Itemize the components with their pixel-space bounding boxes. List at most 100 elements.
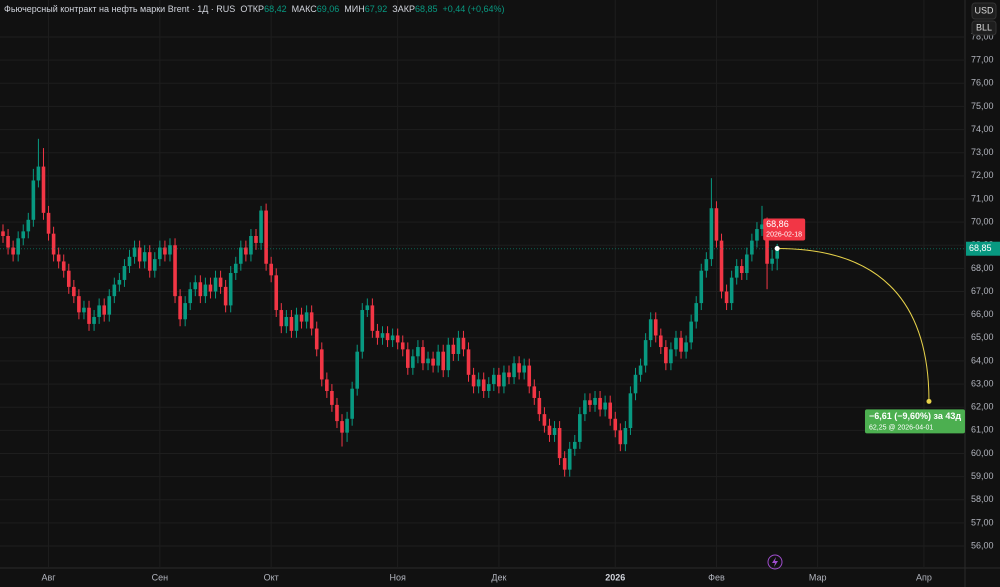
candle-body: [466, 349, 471, 375]
unit-button[interactable]: [971, 20, 997, 36]
y-tick-label: 62,00: [971, 402, 994, 412]
candle-body: [664, 347, 668, 364]
candle-body: [178, 296, 182, 320]
forecast-start: [774, 245, 780, 251]
x-tick-label: Ноя: [389, 572, 406, 582]
candle-body: [745, 254, 749, 274]
candle-body: [274, 275, 279, 311]
y-tick-label: 76,00: [971, 78, 994, 88]
y-tick-label: 63,00: [971, 378, 994, 388]
candle-body: [163, 247, 167, 255]
candle-body: [719, 240, 724, 292]
candle-body: [588, 400, 592, 405]
candle-body: [593, 397, 597, 405]
event-icon[interactable]: [767, 554, 783, 570]
candle-body: [517, 363, 521, 373]
candle-body: [492, 374, 496, 385]
candle-body: [168, 245, 172, 255]
candle-body: [72, 286, 76, 297]
candle-body: [92, 316, 96, 324]
candle-body: [643, 340, 648, 366]
candle-body: [112, 284, 117, 297]
candle-body: [679, 337, 683, 352]
y-tick-label: 68,00: [971, 263, 994, 273]
y-tick-label: 59,00: [971, 471, 994, 481]
candle-body: [289, 316, 294, 331]
forecast-start-date: 2026-02-18: [766, 231, 802, 238]
candle-body: [269, 263, 273, 276]
candle-body: [365, 305, 370, 311]
last-price-tag: [966, 241, 1000, 256]
candle-body: [775, 248, 779, 259]
candle-body: [694, 303, 699, 322]
currency-button[interactable]: [971, 2, 997, 20]
candle-body: [522, 365, 526, 373]
candle-body: [304, 312, 309, 322]
candle-body: [461, 337, 466, 350]
x-tick-label: 2026: [605, 572, 625, 582]
candle-body: [380, 333, 385, 338]
candle-body: [122, 266, 127, 280]
candle-body: [6, 235, 10, 248]
candle-body: [41, 166, 46, 213]
candle-body: [476, 379, 481, 387]
y-tick-label: 75,00: [971, 101, 994, 111]
candle-body: [481, 379, 486, 392]
candle-body: [132, 247, 137, 257]
candle-body: [507, 372, 511, 378]
candle-body: [279, 310, 284, 327]
y-tick-label: 72,00: [971, 170, 994, 180]
candle-body: [527, 365, 532, 387]
stat-value: 69,06: [317, 4, 340, 14]
candle-body: [107, 296, 112, 315]
candle-body: [36, 166, 41, 181]
candle-body: [26, 219, 31, 232]
forecast-change: −6,61 (−9,60%) за 43д: [869, 411, 961, 421]
candle-body: [188, 289, 193, 304]
candle-body: [97, 305, 101, 317]
candle-body: [158, 247, 162, 260]
candle-body: [471, 374, 476, 387]
candle-body: [87, 307, 91, 324]
candle-body: [421, 347, 425, 364]
candle-body: [552, 428, 557, 435]
stat-label: ЗАКР: [392, 4, 415, 14]
candle-body: [400, 342, 405, 350]
unit[interactable]: BLL: [976, 22, 992, 32]
candle-body: [734, 266, 739, 278]
candle-body: [562, 458, 567, 470]
candle-body: [208, 284, 213, 292]
candle-body: [608, 402, 612, 419]
candle-body: [502, 372, 506, 387]
x-tick-label: Сен: [152, 572, 169, 582]
stat-value: 68,42: [264, 4, 287, 14]
forecast-box: [864, 409, 965, 434]
candle-body: [249, 235, 253, 255]
candle-body: [137, 247, 142, 262]
candle-body: [259, 210, 263, 243]
event-icon-bolt: [772, 557, 778, 567]
candle-body: [411, 356, 415, 368]
currency[interactable]: USD: [974, 5, 994, 15]
candle-body: [335, 404, 339, 422]
title: Фьючерсный контракт на нефть марки Brent…: [4, 4, 235, 14]
candle-body: [239, 247, 243, 264]
candle-body: [284, 316, 289, 327]
candle-body: [1, 231, 5, 236]
y-tick-label: 56,00: [971, 540, 994, 550]
candle-body: [309, 312, 314, 329]
candle-body: [623, 428, 628, 445]
candle-body: [16, 238, 20, 255]
candle-body: [173, 245, 177, 297]
candle-body: [127, 256, 132, 267]
candle-body: [314, 328, 319, 350]
candle-body: [572, 441, 577, 449]
candle-body: [198, 282, 203, 297]
candle-body: [729, 277, 734, 304]
candle-body: [755, 229, 759, 241]
x-tick-label: Окт: [264, 572, 279, 582]
y-tick-label: 71,00: [971, 193, 994, 203]
y-tick-label: 73,00: [971, 147, 994, 157]
forecast-start-box: [763, 218, 806, 241]
